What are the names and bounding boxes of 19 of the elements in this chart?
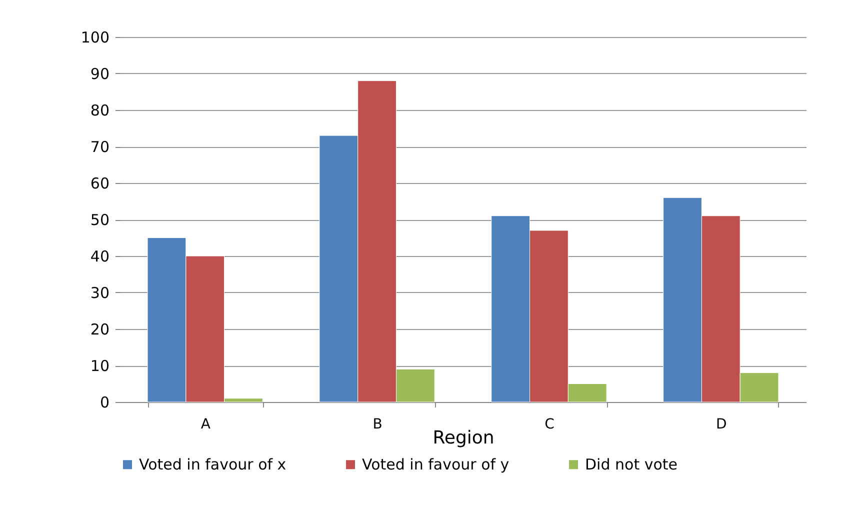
x-axis-title: Region	[432, 428, 494, 448]
x-tick-label: A	[200, 416, 211, 432]
y-tick-label: 0	[100, 394, 110, 412]
y-tick-label: 60	[90, 174, 110, 192]
y-tick-label: 10	[90, 357, 110, 375]
y-tick-label: 90	[90, 65, 110, 83]
x-tick-label: B	[372, 416, 382, 432]
y-tick-label: 40	[90, 248, 110, 266]
x-tick-label: C	[544, 416, 555, 432]
y-tick-label: 100	[80, 28, 110, 46]
legend-label: Voted in favour of y	[362, 456, 510, 474]
y-tick-label: 30	[90, 284, 110, 302]
x-tick-label: D	[716, 416, 727, 432]
y-tick-label: 20	[90, 320, 110, 338]
legend-label: Did not vote	[585, 456, 678, 474]
y-tick-label: 70	[90, 138, 110, 156]
y-tick-label: 50	[90, 211, 110, 229]
legend-label: Voted in favour of x	[139, 456, 286, 474]
y-tick-label: 80	[90, 102, 110, 120]
